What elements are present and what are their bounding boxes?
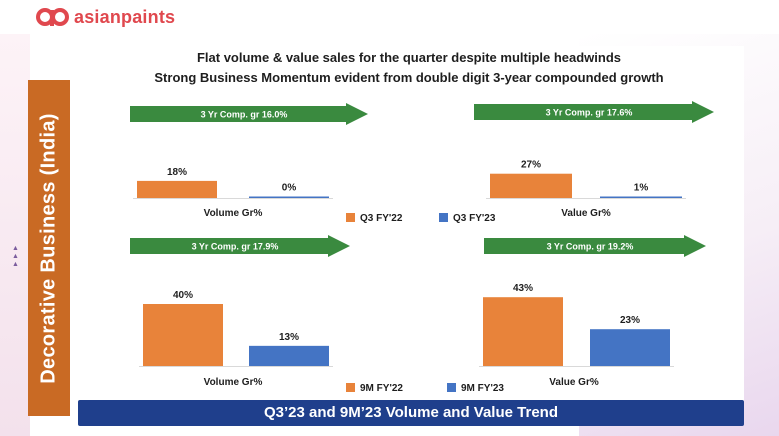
decorative-arrows-icon: ▲ ▲ ▲ (12, 245, 19, 268)
headline: Flat volume & value sales for the quarte… (74, 48, 744, 88)
growth-arrow-label-1: 3 Yr Comp. gr 17.6% (546, 108, 633, 118)
growth-arrow-3 (484, 235, 706, 257)
brand-name: asianpaints (74, 6, 176, 27)
left-background (0, 34, 30, 436)
bar-label-0-0: 18% (167, 167, 187, 178)
x-axis-label-1: Value Gr% (561, 208, 611, 219)
bar-1-0 (490, 173, 572, 198)
bar-label-0-1: 0% (282, 183, 297, 194)
bar-label-2-1: 13% (279, 332, 299, 343)
growth-arrow-0 (130, 103, 368, 125)
sidebar: Decorative Business (India) (28, 80, 70, 416)
growth-arrow-label-0: 3 Yr Comp. gr 16.0% (201, 110, 288, 120)
bar-label-1-1: 1% (634, 183, 649, 194)
legend-label-1-1: 9M FY'23 (461, 383, 504, 394)
legend-swatch-1-1 (447, 383, 456, 392)
brand-logo: asianpaints (36, 6, 175, 28)
headline-line-1: Flat volume & value sales for the quarte… (196, 50, 622, 65)
top-bar: asianpaints (0, 0, 779, 34)
legend-label-1-0: 9M FY'22 (360, 383, 403, 394)
bar-2-1 (249, 345, 329, 366)
bar-0-0 (137, 180, 217, 198)
growth-arrow-label-2: 3 Yr Comp. gr 17.9% (192, 242, 279, 252)
x-axis-label-2: Volume Gr% (204, 377, 263, 388)
x-axis-label-0: Volume Gr% (204, 208, 263, 219)
bar-3-1 (590, 329, 670, 366)
headline-line-2: Strong Business Momentum evident from do… (154, 70, 664, 85)
bar-label-1-0: 27% (521, 160, 541, 171)
bar-3-0 (483, 297, 563, 366)
legend-label-0-0: Q3 FY'22 (360, 213, 403, 224)
legend-label-0-1: Q3 FY'23 (453, 213, 496, 224)
growth-arrow-2 (130, 235, 350, 257)
bar-2-0 (143, 304, 223, 366)
x-axis-label-3: Value Gr% (549, 377, 599, 388)
growth-arrow-1 (474, 101, 714, 123)
footer-banner: Q3’23 and 9M’23 Volume and Value Trend (78, 400, 744, 426)
bar-label-3-1: 23% (620, 315, 640, 326)
asianpaints-logo-icon (36, 8, 69, 26)
bar-label-2-0: 40% (173, 290, 193, 301)
bar-0-1 (249, 196, 329, 198)
legend-swatch-1-0 (346, 383, 355, 392)
legend-swatch-0-1 (439, 213, 448, 222)
legend-swatch-0-0 (346, 213, 355, 222)
bar-1-1 (600, 196, 682, 198)
growth-arrow-label-3: 3 Yr Comp. gr 19.2% (547, 242, 634, 252)
bar-label-3-0: 43% (513, 283, 533, 294)
